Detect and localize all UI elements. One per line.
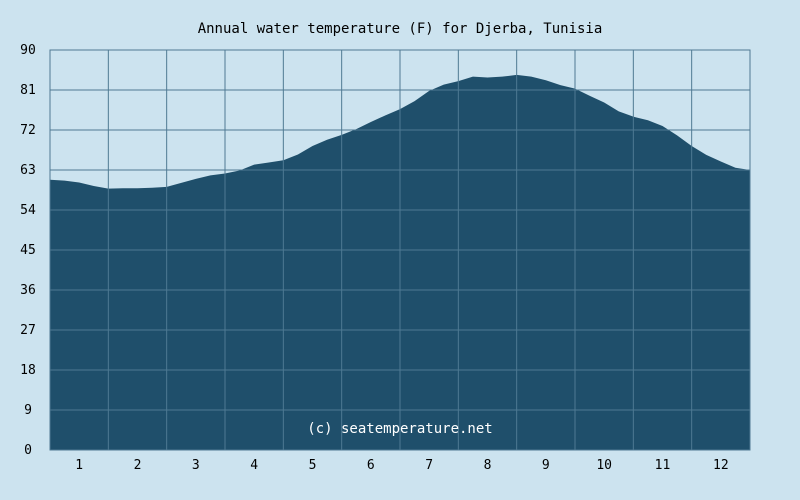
x-tick-label: 8 — [484, 458, 492, 473]
y-tick-label: 63 — [20, 163, 36, 178]
x-tick-label: 2 — [134, 458, 142, 473]
x-tick-label: 7 — [425, 458, 433, 473]
y-tick-label: 36 — [20, 283, 36, 298]
y-tick-label: 0 — [24, 443, 32, 458]
chart-title: Annual water temperature (F) for Djerba,… — [198, 21, 603, 37]
y-tick-label: 72 — [20, 123, 36, 138]
x-tick-label: 4 — [250, 458, 258, 473]
x-tick-label: 9 — [542, 458, 550, 473]
y-tick-label: 54 — [20, 203, 36, 218]
x-tick-label: 10 — [596, 458, 612, 473]
watermark: (c) seatemperature.net — [307, 421, 492, 437]
y-tick-label: 90 — [20, 43, 36, 58]
x-axis-ticks: 1 2 3 4 5 6 7 8 9 10 11 12 — [75, 458, 728, 473]
x-tick-label: 3 — [192, 458, 200, 473]
y-tick-label: 45 — [20, 243, 36, 258]
x-tick-label: 12 — [713, 458, 729, 473]
y-tick-label: 27 — [20, 323, 36, 338]
y-axis-ticks: 0 9 18 27 36 45 54 63 72 81 90 — [20, 43, 36, 458]
y-tick-label: 18 — [20, 363, 36, 378]
y-tick-label: 9 — [24, 403, 32, 418]
x-tick-label: 5 — [309, 458, 317, 473]
x-tick-label: 1 — [75, 458, 83, 473]
plot-border — [49, 49, 751, 451]
y-tick-label: 81 — [20, 83, 36, 98]
x-tick-label: 6 — [367, 458, 375, 473]
x-tick-label: 11 — [655, 458, 671, 473]
